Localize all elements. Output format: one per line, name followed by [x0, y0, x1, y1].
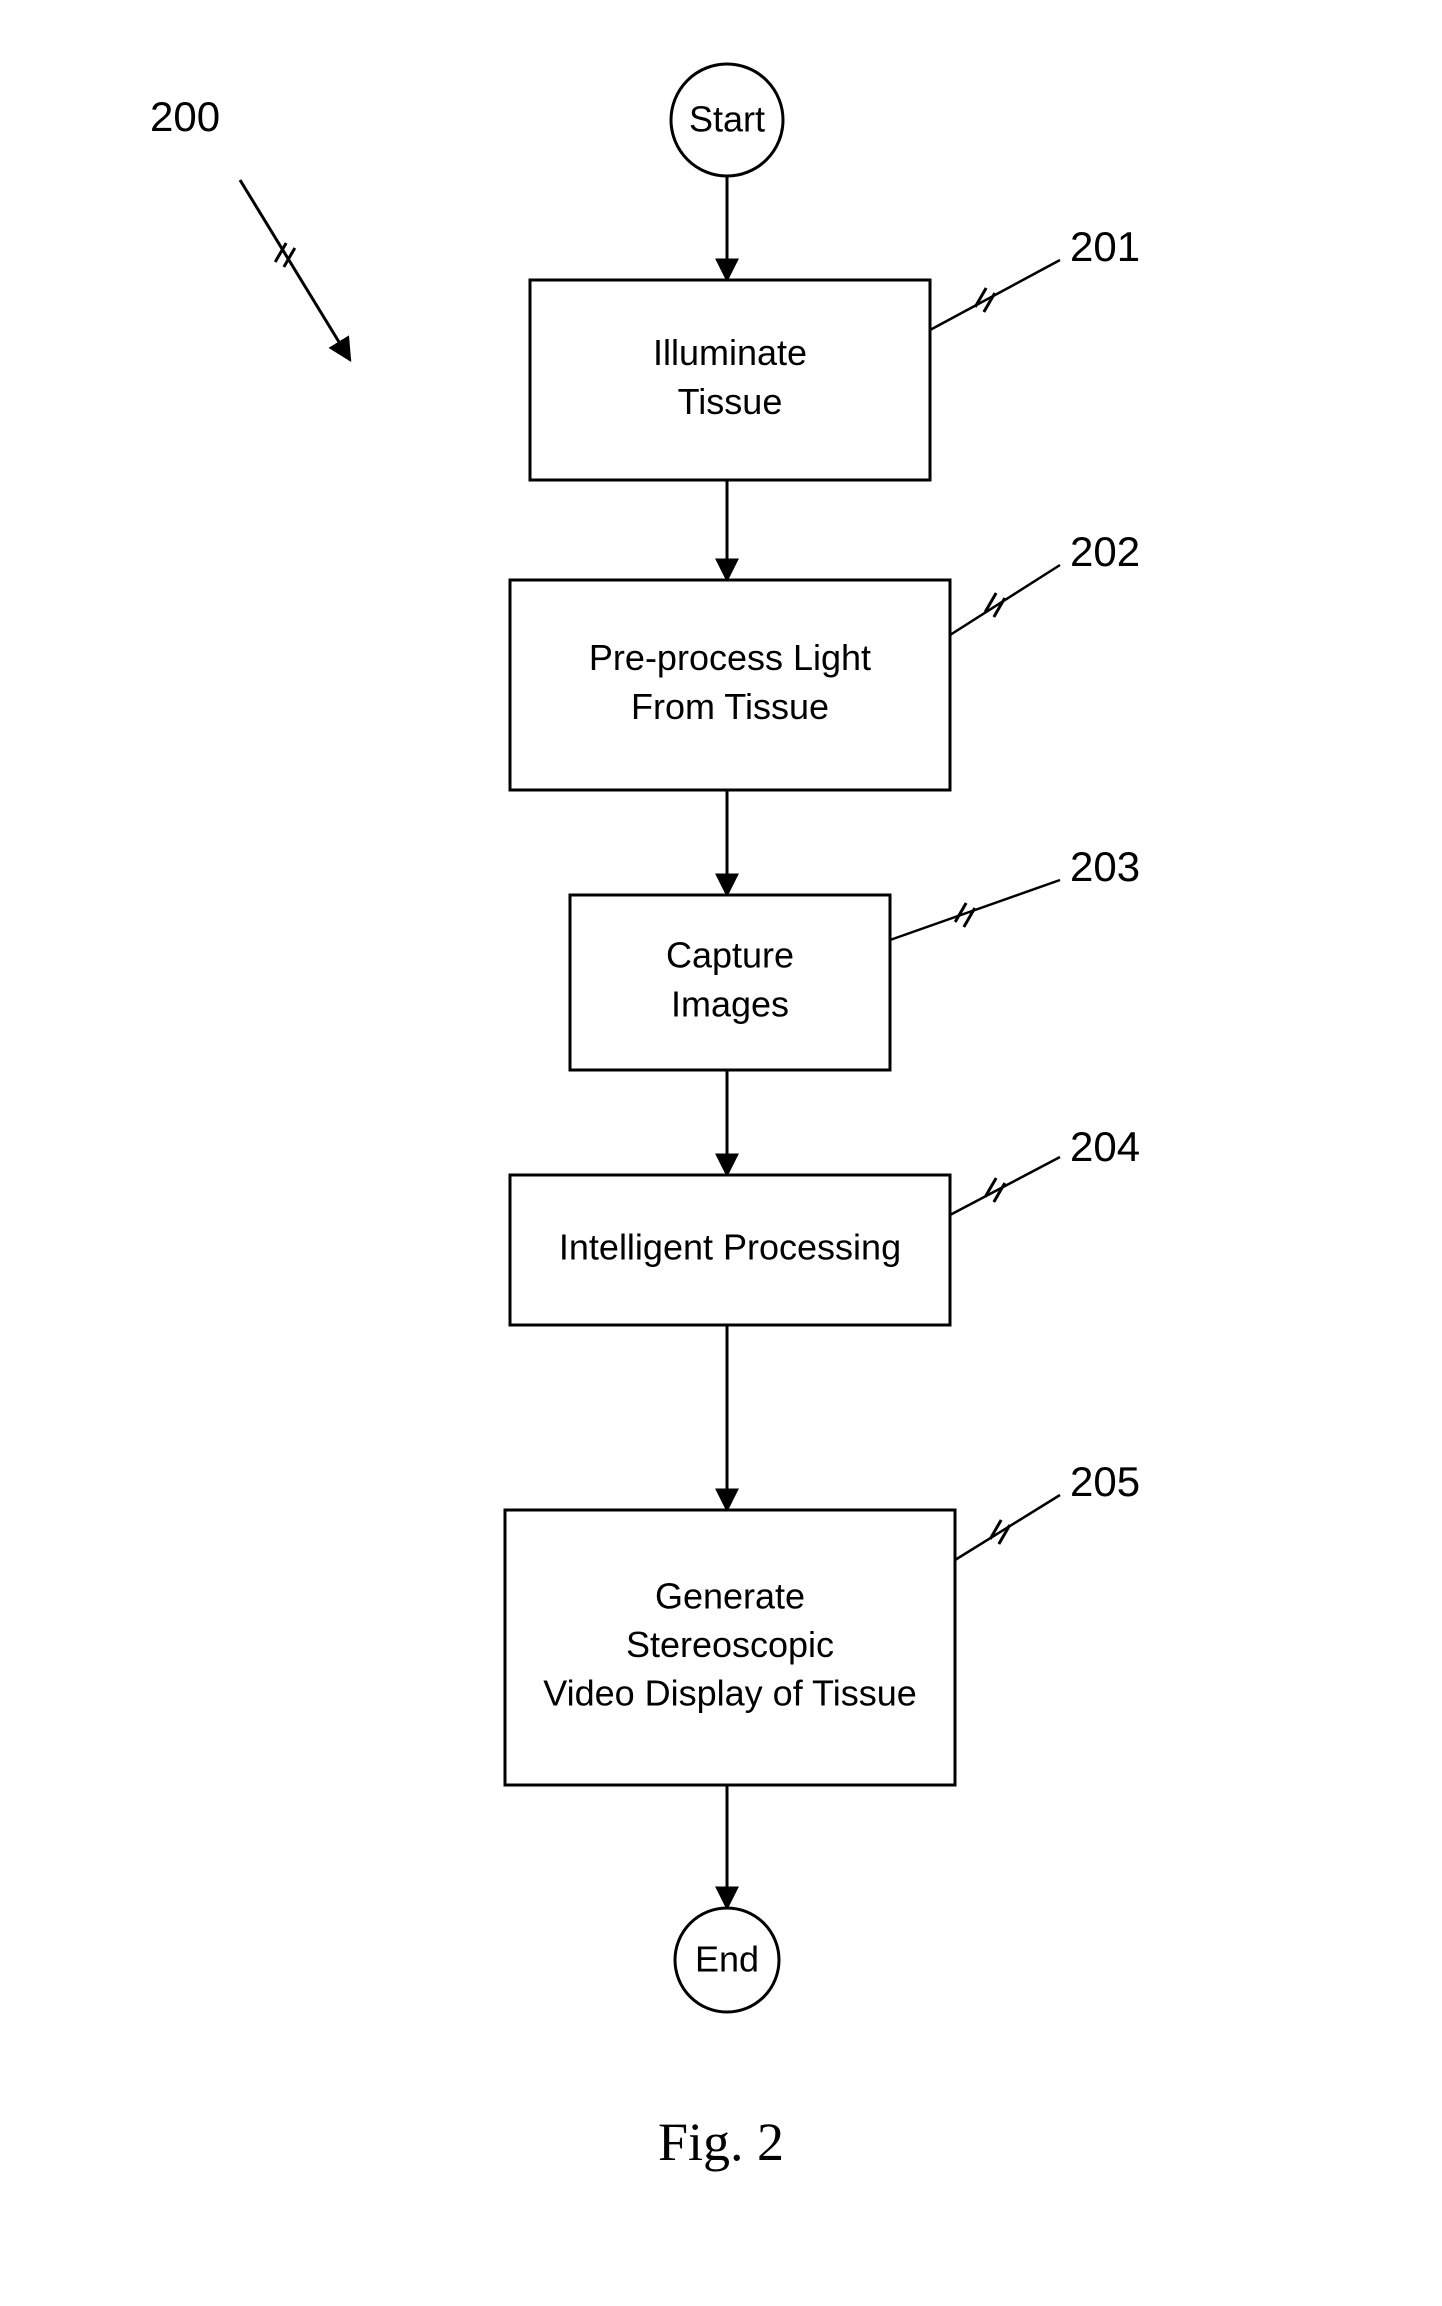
figure-caption: Fig. 2: [658, 2112, 784, 2172]
process-step-text: Stereoscopic: [626, 1624, 834, 1665]
process-step-text: Tissue: [678, 381, 783, 422]
reference-numeral: 204: [1070, 1123, 1140, 1170]
start-label: Start: [689, 99, 765, 140]
reference-leader: [950, 1157, 1060, 1215]
process-step-text: Intelligent Processing: [559, 1227, 901, 1268]
process-step-text: Capture: [666, 935, 794, 976]
process-step-text: Images: [671, 983, 789, 1024]
reference-numeral: 203: [1070, 843, 1140, 890]
process-step-text: Video Display of Tissue: [543, 1673, 917, 1714]
process-step-text: From Tissue: [631, 686, 829, 727]
reference-numeral: 201: [1070, 223, 1140, 270]
process-step-text: Pre-process Light: [589, 637, 871, 678]
diagram-reference-numeral: 200: [150, 93, 220, 140]
process-step-text: Generate: [655, 1575, 805, 1616]
process-step-text: Illuminate: [653, 332, 807, 373]
flowchart-diagram: Start End Illuminate Tissue Pre-process Ligh…: [0, 0, 1442, 2306]
end-label: End: [695, 1939, 759, 1980]
reference-numeral: 205: [1070, 1458, 1140, 1505]
diagram-reference-arrow: [240, 180, 350, 360]
reference-numeral: 202: [1070, 528, 1140, 575]
